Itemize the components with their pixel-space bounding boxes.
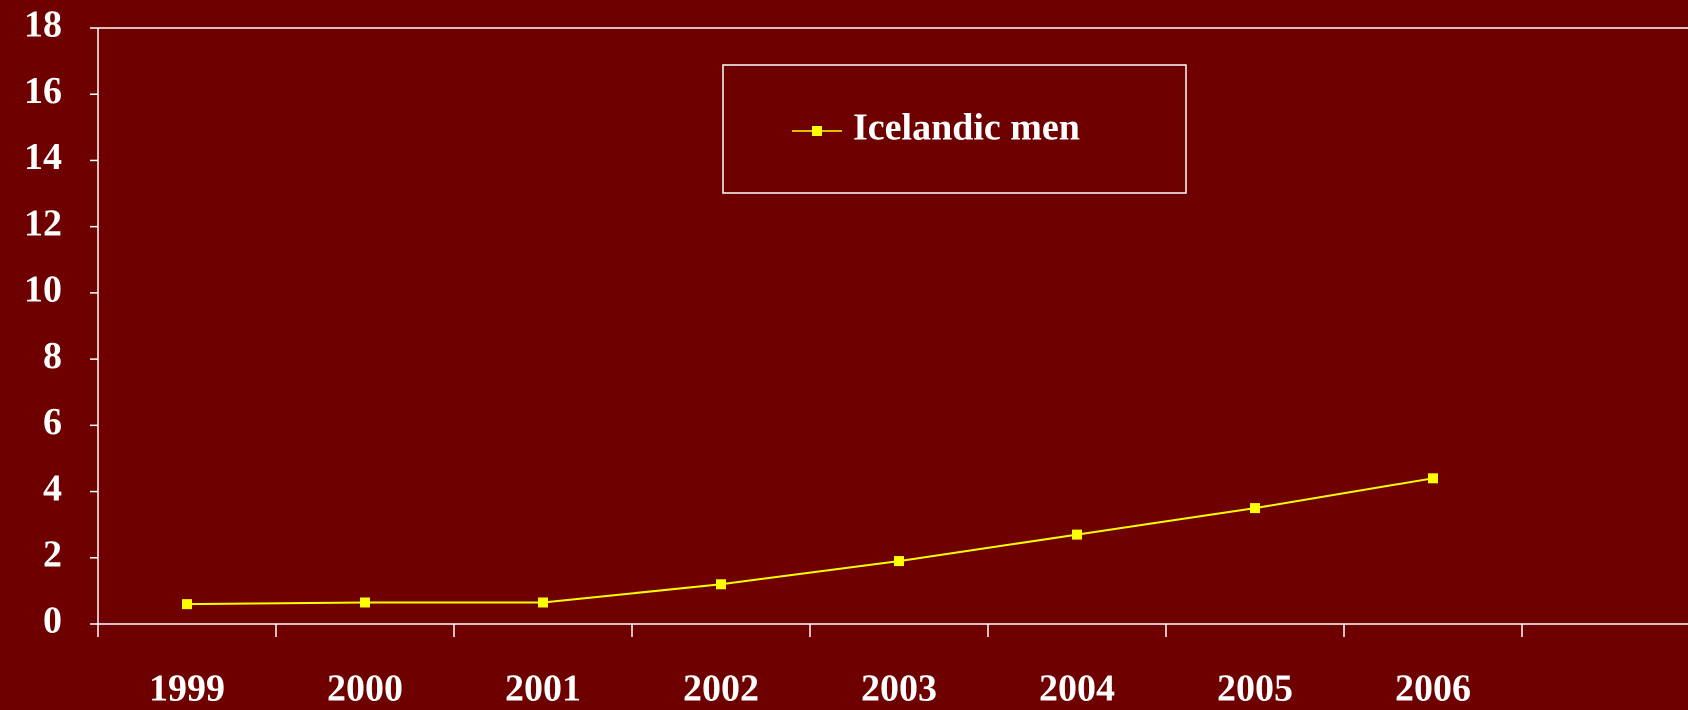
y-tick-label: 2: [43, 533, 62, 575]
legend-marker: [812, 126, 822, 136]
y-tick-label: 8: [43, 335, 62, 377]
data-point: [1250, 503, 1260, 514]
x-tick-label: 2002: [683, 668, 759, 710]
data-point: [360, 597, 370, 608]
data-point: [1428, 473, 1438, 484]
data-point: [894, 556, 904, 567]
x-tick-label: 2006: [1395, 668, 1471, 710]
x-tick-label: 2004: [1039, 668, 1115, 710]
x-tick-label: 2001: [505, 668, 581, 710]
y-tick-label: 16: [24, 70, 62, 112]
y-tick-label: 14: [24, 136, 62, 178]
series-line: [186, 477, 1434, 606]
x-tick-label: 2000: [327, 668, 403, 710]
y-tick-label: 0: [43, 600, 62, 642]
y-tick-label: 6: [43, 401, 62, 443]
data-point: [1072, 529, 1082, 540]
data-point: [538, 597, 548, 608]
data-point: [182, 599, 192, 610]
y-tick-label: 18: [24, 4, 62, 46]
legend-label: Icelandic men: [853, 107, 1080, 149]
y-tick-label: 10: [24, 269, 62, 311]
x-tick-label: 2005: [1217, 668, 1293, 710]
data-point: [716, 579, 726, 590]
x-tick-label: 1999: [149, 668, 225, 710]
y-tick-label: 12: [24, 202, 62, 244]
x-tick-label: 2003: [861, 668, 937, 710]
y-tick-label: 4: [43, 467, 62, 509]
legend-box: [722, 64, 1187, 194]
